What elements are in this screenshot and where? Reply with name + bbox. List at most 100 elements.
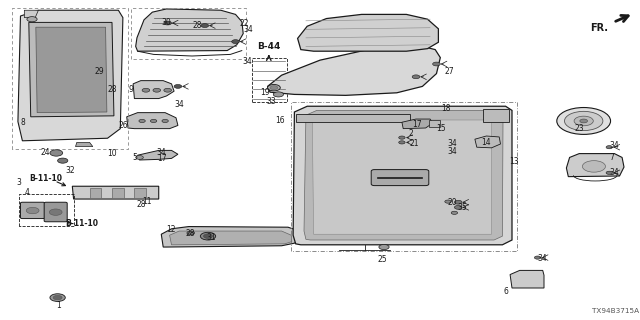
Circle shape: [136, 156, 143, 159]
Text: 10: 10: [107, 149, 117, 158]
Text: 6: 6: [503, 287, 508, 296]
Polygon shape: [475, 136, 500, 148]
Text: 31: 31: [206, 233, 216, 242]
Circle shape: [232, 40, 239, 44]
Circle shape: [50, 294, 65, 301]
Circle shape: [174, 84, 182, 88]
Text: 8: 8: [20, 118, 25, 127]
Circle shape: [26, 207, 39, 214]
Bar: [112, 188, 124, 198]
Text: 3: 3: [16, 178, 21, 187]
Polygon shape: [293, 106, 512, 245]
Circle shape: [574, 116, 593, 126]
Polygon shape: [36, 27, 107, 113]
Text: 22: 22: [240, 19, 250, 28]
Polygon shape: [170, 231, 292, 245]
Text: 34: 34: [447, 139, 457, 148]
Text: B-11-10: B-11-10: [65, 220, 99, 228]
Circle shape: [201, 24, 209, 28]
Bar: [134, 188, 146, 198]
FancyBboxPatch shape: [44, 202, 67, 222]
Circle shape: [412, 75, 420, 79]
Text: 34: 34: [447, 147, 457, 156]
Circle shape: [153, 88, 161, 92]
Text: 11: 11: [142, 197, 152, 206]
Text: 34: 34: [609, 168, 619, 177]
Circle shape: [557, 108, 611, 134]
Text: 18: 18: [442, 104, 451, 113]
Polygon shape: [304, 110, 503, 240]
Circle shape: [270, 86, 278, 90]
Polygon shape: [133, 81, 174, 99]
Polygon shape: [296, 114, 410, 122]
Text: 21: 21: [410, 139, 419, 148]
Text: 13: 13: [509, 157, 518, 166]
Text: 14: 14: [481, 138, 491, 147]
Text: 19: 19: [260, 88, 270, 97]
Circle shape: [582, 161, 605, 172]
Polygon shape: [268, 46, 440, 95]
Text: 34: 34: [243, 25, 253, 34]
Circle shape: [268, 84, 280, 91]
Circle shape: [150, 119, 157, 123]
Circle shape: [27, 17, 37, 22]
Text: 28: 28: [185, 229, 195, 238]
Text: 23: 23: [574, 124, 584, 133]
Polygon shape: [402, 119, 433, 129]
FancyBboxPatch shape: [371, 170, 429, 186]
Text: 4: 4: [24, 188, 29, 197]
Text: 28: 28: [192, 21, 202, 30]
Polygon shape: [312, 120, 492, 234]
Text: B-11-10: B-11-10: [29, 174, 63, 183]
Circle shape: [534, 256, 541, 259]
Text: 29: 29: [95, 67, 104, 76]
Bar: [483, 109, 509, 122]
Circle shape: [399, 136, 405, 139]
Circle shape: [399, 141, 405, 144]
Text: 32: 32: [65, 166, 75, 175]
Circle shape: [200, 232, 216, 240]
Text: 27: 27: [445, 67, 454, 76]
Circle shape: [164, 88, 172, 92]
Text: 34: 34: [242, 57, 252, 66]
Text: 17: 17: [157, 154, 166, 163]
Text: 9: 9: [128, 85, 133, 94]
Circle shape: [606, 171, 612, 174]
Polygon shape: [298, 14, 438, 51]
Circle shape: [53, 295, 62, 300]
Text: 1: 1: [56, 301, 61, 310]
Text: 28: 28: [136, 200, 146, 209]
Text: TX94B3715A: TX94B3715A: [591, 308, 639, 314]
Circle shape: [139, 119, 145, 123]
Text: 20: 20: [448, 198, 458, 207]
Circle shape: [187, 231, 195, 235]
Circle shape: [142, 88, 150, 92]
Circle shape: [451, 211, 458, 214]
Text: 34: 34: [538, 254, 547, 263]
Circle shape: [50, 150, 63, 156]
Text: 35: 35: [458, 203, 467, 212]
Text: 28: 28: [108, 85, 117, 94]
Text: 5: 5: [132, 153, 138, 162]
Polygon shape: [18, 10, 123, 141]
Text: 7: 7: [609, 153, 614, 162]
Text: 26: 26: [118, 121, 128, 130]
Bar: [90, 188, 101, 198]
Circle shape: [164, 21, 172, 25]
Text: 30: 30: [162, 18, 172, 27]
Bar: [429, 120, 440, 127]
Text: FR.: FR.: [590, 23, 608, 33]
Circle shape: [379, 244, 389, 250]
Polygon shape: [566, 154, 624, 177]
Circle shape: [580, 119, 588, 123]
Text: 34: 34: [156, 148, 166, 157]
Circle shape: [162, 119, 168, 123]
Text: 25: 25: [378, 255, 388, 264]
Circle shape: [58, 158, 68, 163]
Polygon shape: [510, 270, 544, 288]
Circle shape: [49, 209, 62, 215]
Text: 34: 34: [174, 100, 184, 109]
Text: 12: 12: [166, 225, 175, 234]
Polygon shape: [24, 10, 38, 18]
Text: 24: 24: [40, 148, 50, 157]
